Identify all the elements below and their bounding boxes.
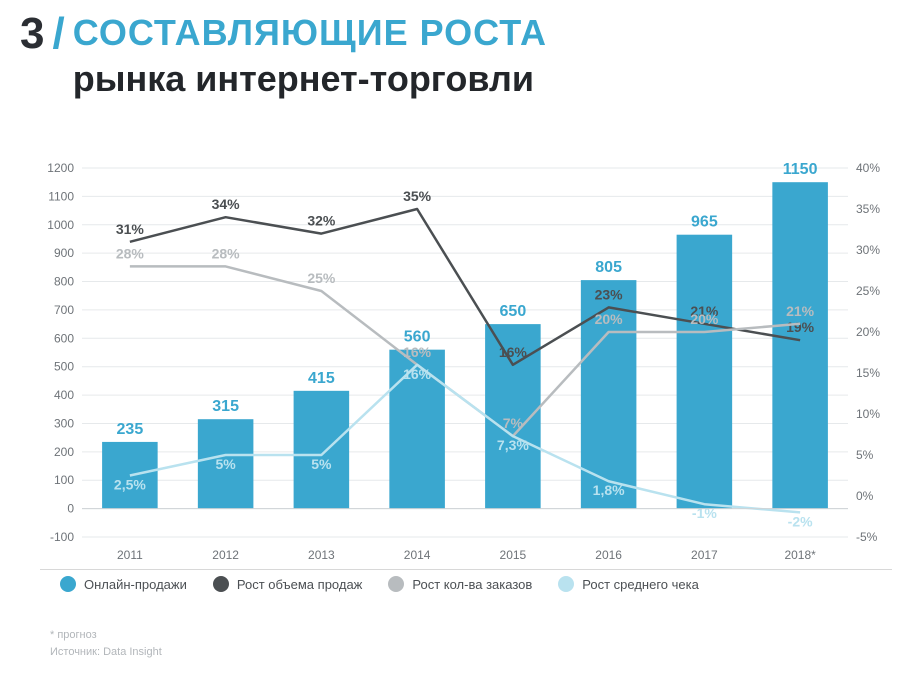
svg-text:-2%: -2% <box>788 513 813 529</box>
svg-text:16%: 16% <box>499 344 528 360</box>
footnote-source: Источник: Data Insight <box>50 644 162 661</box>
svg-text:200: 200 <box>54 445 74 459</box>
svg-text:1000: 1000 <box>47 218 74 232</box>
swatch-icon <box>213 576 229 592</box>
svg-text:16%: 16% <box>403 344 432 360</box>
svg-text:1200: 1200 <box>47 161 74 175</box>
svg-text:800: 800 <box>54 275 74 289</box>
svg-text:235: 235 <box>117 421 144 438</box>
svg-text:2016: 2016 <box>595 548 622 562</box>
svg-text:20%: 20% <box>690 311 719 327</box>
page-number: 3 <box>20 12 44 56</box>
svg-text:5%: 5% <box>311 456 332 472</box>
svg-text:650: 650 <box>500 303 527 320</box>
svg-text:21%: 21% <box>786 303 815 319</box>
legend-item-bars: Онлайн-продажи <box>60 576 187 592</box>
svg-text:900: 900 <box>54 246 74 260</box>
svg-text:600: 600 <box>54 331 74 345</box>
svg-text:500: 500 <box>54 360 74 374</box>
title-block: СОСТАВЛЯЮЩИЕ РОСТА рынка интернет-торгов… <box>73 12 902 100</box>
svg-text:35%: 35% <box>856 202 880 216</box>
svg-text:31%: 31% <box>116 221 145 237</box>
svg-text:300: 300 <box>54 416 74 430</box>
svg-text:7%: 7% <box>503 415 524 431</box>
svg-text:35%: 35% <box>403 188 432 204</box>
legend-label: Онлайн-продажи <box>84 577 187 592</box>
svg-text:28%: 28% <box>212 245 241 261</box>
svg-text:16%: 16% <box>403 366 432 382</box>
svg-text:0: 0 <box>67 502 74 516</box>
swatch-icon <box>558 576 574 592</box>
svg-text:805: 805 <box>595 259 622 276</box>
svg-text:25%: 25% <box>307 270 336 286</box>
footnotes: * прогноз Источник: Data Insight <box>50 627 162 660</box>
svg-text:1150: 1150 <box>783 161 818 178</box>
svg-text:25%: 25% <box>856 284 880 298</box>
svg-text:23%: 23% <box>595 286 624 302</box>
svg-text:1100: 1100 <box>48 189 74 203</box>
svg-text:2012: 2012 <box>212 548 239 562</box>
svg-text:2017: 2017 <box>691 548 718 562</box>
svg-text:2014: 2014 <box>404 548 431 562</box>
svg-text:-1%: -1% <box>692 505 717 521</box>
svg-text:32%: 32% <box>307 213 336 229</box>
svg-text:10%: 10% <box>856 407 880 421</box>
svg-text:5%: 5% <box>856 448 874 462</box>
svg-text:-100: -100 <box>50 530 74 544</box>
legend-label: Рост объема продаж <box>237 577 363 592</box>
svg-text:2,5%: 2,5% <box>114 477 146 493</box>
legend-label: Рост среднего чека <box>582 577 699 592</box>
legend-label: Рост кол-ва заказов <box>412 577 532 592</box>
combo-chart: -100 0 100 200 300 400 500 600 700 800 900 1000 1100… <box>40 150 892 569</box>
svg-text:315: 315 <box>212 398 239 415</box>
legend-item-sales: Рост объема продаж <box>213 576 363 592</box>
chart-container: -100 0 100 200 300 400 500 600 700 800 900 1000 1100… <box>40 150 892 570</box>
svg-text:28%: 28% <box>116 245 145 261</box>
svg-text:20%: 20% <box>856 325 880 339</box>
svg-text:15%: 15% <box>856 366 880 380</box>
svg-text:2013: 2013 <box>308 548 335 562</box>
svg-text:-5%: -5% <box>856 530 878 544</box>
title-line-1: СОСТАВЛЯЮЩИЕ РОСТА <box>73 12 902 54</box>
svg-text:415: 415 <box>308 370 335 387</box>
svg-text:400: 400 <box>54 388 74 402</box>
svg-text:19%: 19% <box>786 319 815 335</box>
svg-text:2011: 2011 <box>117 548 143 562</box>
legend-item-avgcheck: Рост среднего чека <box>558 576 699 592</box>
footnote-forecast: * прогноз <box>50 627 162 644</box>
svg-text:20%: 20% <box>595 311 624 327</box>
svg-text:2018*: 2018* <box>784 548 816 562</box>
slash-icon: / <box>52 12 64 56</box>
svg-text:2015: 2015 <box>500 548 527 562</box>
svg-text:100: 100 <box>54 473 74 487</box>
chart-legend: Онлайн-продажи Рост объема продаж Рост к… <box>60 576 892 592</box>
title-line-2: рынка интернет-торговли <box>73 58 902 100</box>
svg-text:7,3%: 7,3% <box>497 437 529 453</box>
svg-text:965: 965 <box>691 214 718 231</box>
slide-header: 3 / СОСТАВЛЯЮЩИЕ РОСТА рынка интернет-то… <box>0 0 922 100</box>
svg-text:1,8%: 1,8% <box>593 482 625 498</box>
svg-text:40%: 40% <box>856 161 880 175</box>
svg-text:30%: 30% <box>856 243 880 257</box>
svg-text:5%: 5% <box>216 456 237 472</box>
swatch-icon <box>388 576 404 592</box>
svg-text:34%: 34% <box>212 196 241 212</box>
legend-item-orders: Рост кол-ва заказов <box>388 576 532 592</box>
swatch-icon <box>60 576 76 592</box>
svg-text:700: 700 <box>54 303 74 317</box>
svg-text:0%: 0% <box>856 489 874 503</box>
